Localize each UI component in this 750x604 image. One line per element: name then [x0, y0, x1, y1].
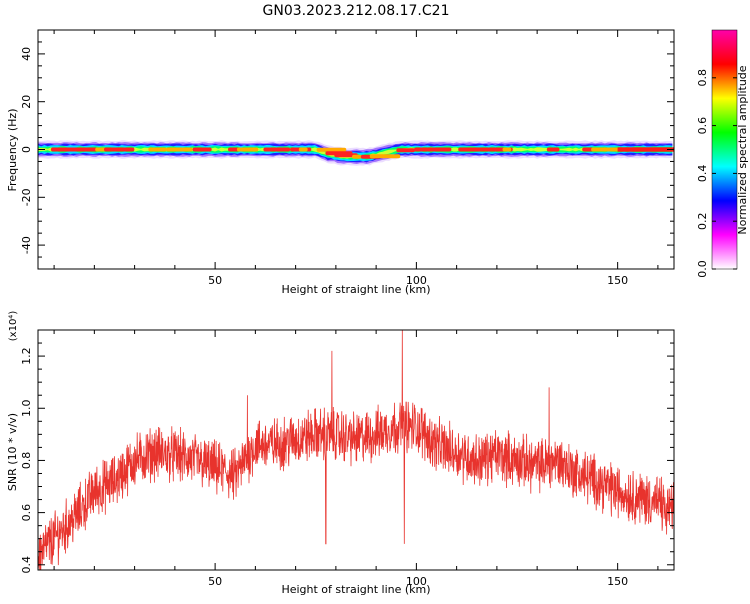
hotspot	[352, 154, 362, 159]
hotspot	[298, 147, 308, 152]
hotspot	[617, 147, 674, 152]
colorbar-tick-label: 0.6	[696, 117, 709, 135]
snr-axes: 50 100 150 0.4 0.6 0.8 1.0 1.2	[20, 329, 674, 588]
hotspot	[236, 147, 259, 152]
colorbar-tick-label: 0.0	[696, 260, 709, 278]
colorbar-tick-label: 0.2	[696, 212, 709, 230]
spectrogram-ylabel: Frequency (Hz)	[6, 109, 19, 192]
colorbar-tick-label: 0.8	[696, 69, 709, 87]
hotspot	[369, 154, 401, 159]
y-tick-label: 0.4	[20, 556, 33, 574]
y-tick-label: 1.0	[20, 400, 33, 418]
y-tick-label: 0.6	[20, 504, 33, 522]
hotspot	[272, 147, 282, 152]
x-tick-label: 100	[406, 575, 427, 588]
x-tick-label: 50	[208, 575, 222, 588]
colorbar: 0.0 0.2 0.4 0.6 0.8 Normalized spectral ampl…	[696, 29, 749, 278]
hotspot	[422, 147, 434, 152]
snr-scale-label: (x10⁴)	[8, 311, 19, 342]
y-tick-label: -40	[20, 236, 33, 254]
y-tick-label: 20	[20, 95, 33, 109]
hotspot	[104, 147, 135, 152]
hotspot	[148, 147, 167, 152]
hotspot	[502, 147, 512, 152]
x-tick-label: 100	[406, 274, 427, 287]
spectrogram-band	[38, 140, 674, 166]
y-tick-label: 1.2	[20, 347, 33, 365]
y-tick-label: 0	[20, 146, 33, 153]
colorbar-scale	[711, 29, 738, 270]
snr-frame	[37, 329, 675, 571]
hotspot	[50, 147, 75, 152]
spectrogram-panel: 50 100 150 -40 -20 0 20 40 Height of straight l…	[6, 29, 675, 296]
hotspot	[192, 147, 212, 152]
hotspot	[546, 147, 560, 152]
y-tick-label: -20	[20, 188, 33, 206]
hotspot	[431, 147, 452, 152]
snr-series-line	[38, 330, 674, 570]
hotspot	[166, 147, 193, 152]
hotspot	[458, 147, 487, 152]
spectrogram-xlabel: Height of straight line (km)	[281, 283, 430, 296]
spectrogram-axes: 50 100 150 -40 -20 0 20 40	[20, 29, 674, 287]
y-tick-label: 0.8	[20, 452, 33, 470]
hotspot	[334, 153, 358, 158]
figure-title: GN03.2023.212.08.17.C21	[263, 3, 450, 19]
x-tick-label: 50	[208, 274, 222, 287]
x-tick-label: 150	[607, 575, 628, 588]
hotspot	[316, 147, 347, 152]
hotspot	[396, 148, 415, 153]
colorbar-ticks: 0.0 0.2 0.4 0.6 0.8	[696, 69, 737, 278]
snr-xlabel: Height of straight line (km)	[281, 583, 430, 596]
colorbar-label: Normalized spectral amplitude	[736, 65, 749, 234]
hotspot	[670, 147, 674, 152]
y-tick-label: 40	[20, 47, 33, 61]
hotspot	[68, 147, 98, 152]
snr-ylabel: SNR (10 * v/v)	[6, 413, 19, 491]
snr-panel: 50 100 150 0.4 0.6 0.8 1.0 1.2 Height of straig…	[6, 311, 675, 596]
hotspot	[591, 147, 624, 152]
colorbar-tick-label: 0.4	[696, 165, 709, 183]
x-tick-label: 150	[607, 274, 628, 287]
